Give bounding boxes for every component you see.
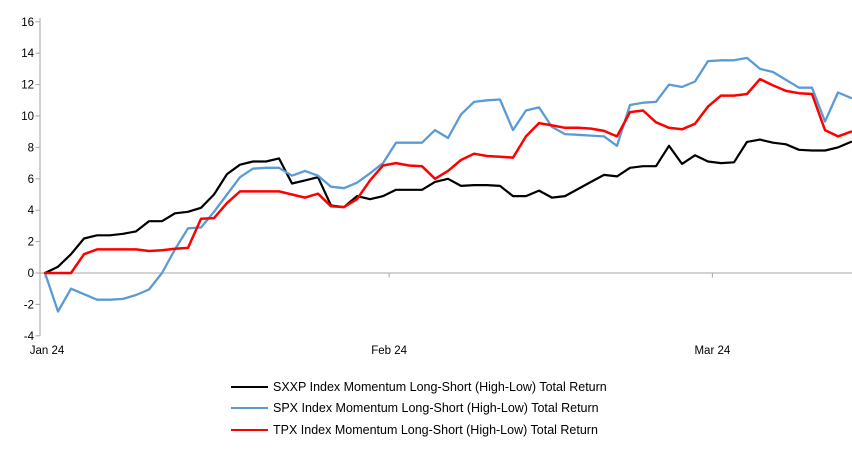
line-chart-plot-area: 16 14 12 10 8 6 4 2 0 -2 -4 Jan 24 Feb 24 Mar 24 xyxy=(21,17,852,357)
y-axis-tick-label: 16 xyxy=(21,17,34,29)
y-axis-tick-label: 0 xyxy=(28,268,34,280)
legend-label-sxxp: SXXP Index Momentum Long-Short (High-Low… xyxy=(273,379,607,394)
legend-line-swatch-spx xyxy=(231,407,268,410)
legend-item-tpx: TPX Index Momentum Long-Short (High-Low)… xyxy=(231,419,607,441)
y-axis-tick-label: 8 xyxy=(28,142,34,154)
series-line-sxxp xyxy=(43,138,852,275)
legend-line-swatch-sxxp xyxy=(231,385,268,388)
y-axis-tick-label: -2 xyxy=(24,299,34,311)
legend-item-sxxp: SXXP Index Momentum Long-Short (High-Low… xyxy=(231,376,607,398)
legend-item-spx: SPX Index Momentum Long-Short (High-Low)… xyxy=(231,398,607,420)
y-axis-tick-label: 4 xyxy=(28,205,35,217)
x-axis-tick-label: Jan 24 xyxy=(30,345,65,357)
y-axis-tick-label: -4 xyxy=(24,331,35,343)
y-axis-tick-label: 12 xyxy=(21,80,34,92)
x-axis-tick-label: Mar 24 xyxy=(694,345,730,357)
y-axis-tick-label: 6 xyxy=(28,174,34,186)
legend-label-tpx: TPX Index Momentum Long-Short (High-Low)… xyxy=(273,422,598,437)
series-line-spx xyxy=(43,56,852,313)
series-line-tpx xyxy=(43,77,852,275)
y-axis-tick-label: 2 xyxy=(28,237,34,249)
legend-line-swatch-tpx xyxy=(231,428,268,431)
y-axis-tick-label: 14 xyxy=(21,48,34,60)
y-axis-tick-label: 10 xyxy=(21,111,34,123)
chart-legend: SXXP Index Momentum Long-Short (High-Low… xyxy=(231,376,607,441)
legend-label-spx: SPX Index Momentum Long-Short (High-Low)… xyxy=(273,401,599,415)
x-axis-tick-label: Feb 24 xyxy=(371,345,407,357)
